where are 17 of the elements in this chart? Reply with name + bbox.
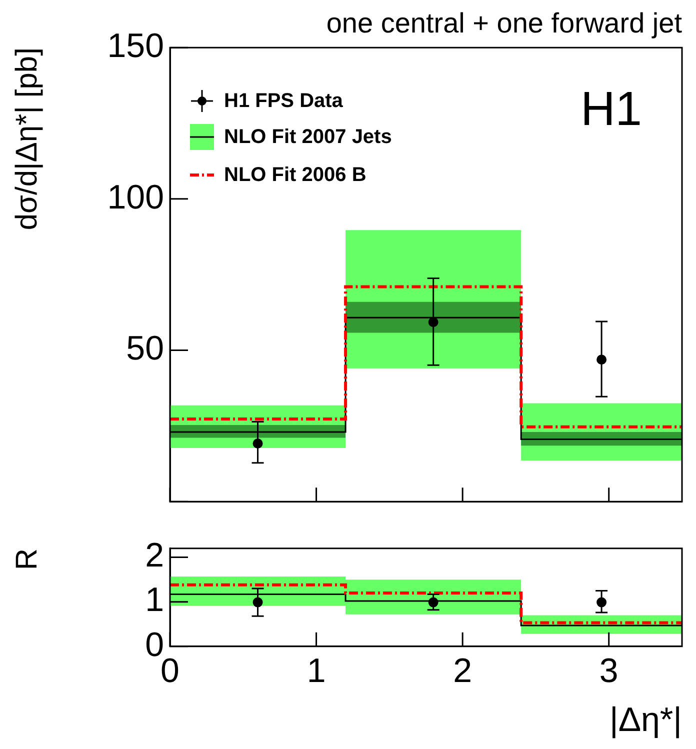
x-tick-label: 3 — [599, 652, 618, 690]
annotation: H1 — [580, 82, 642, 136]
x-axis-title: |Δη*| — [609, 700, 682, 739]
chart-title: one central + one forward jet — [326, 8, 682, 39]
x-tick-label: 2 — [453, 652, 472, 690]
y-tick-label: 1 — [145, 581, 164, 620]
legend-label: NLO Fit 2006 B — [224, 164, 366, 186]
y-axis-title: R — [10, 548, 44, 570]
legend-label: H1 FPS Data — [224, 90, 343, 112]
y-tick-label: 2 — [145, 536, 164, 575]
y-tick-label: 100 — [107, 178, 164, 216]
y-tick-label: 50 — [126, 330, 164, 368]
legend-label: NLO Fit 2007 Jets — [224, 126, 392, 148]
y-axis-title: dσ/d|Δη*| [pb] — [10, 48, 44, 230]
y-tick-label: 150 — [107, 26, 164, 65]
y-tick-label: 0 — [145, 626, 164, 664]
x-tick-label: 1 — [306, 652, 326, 690]
